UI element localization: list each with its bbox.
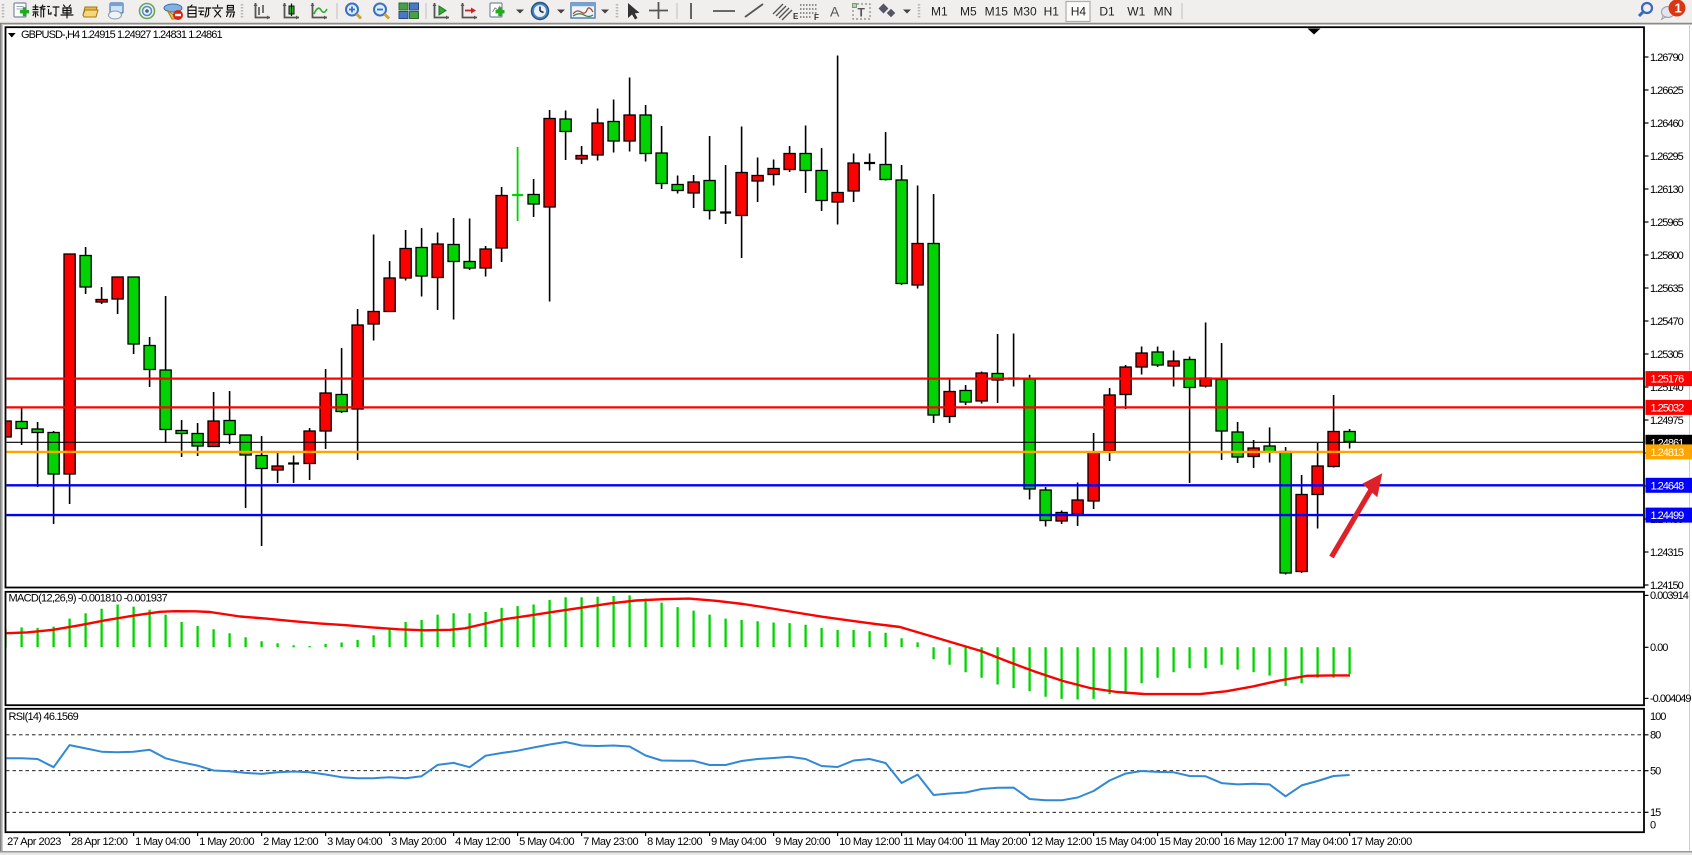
svg-text:W1: W1 [1127, 5, 1145, 19]
svg-text:1.25470: 1.25470 [1650, 316, 1684, 328]
svg-text:F: F [814, 13, 819, 22]
svg-text:1.26790: 1.26790 [1650, 52, 1684, 64]
svg-text:1.26625: 1.26625 [1650, 85, 1684, 97]
svg-text:M15: M15 [985, 5, 1009, 19]
svg-text:-0.004049: -0.004049 [1650, 693, 1691, 705]
svg-text:28 Apr 12:00: 28 Apr 12:00 [71, 836, 128, 848]
svg-text:H1: H1 [1044, 5, 1060, 19]
svg-text:1.25032: 1.25032 [1651, 402, 1685, 414]
svg-text:MN: MN [1154, 5, 1173, 19]
svg-text:1.25635: 1.25635 [1650, 283, 1684, 295]
svg-text:M5: M5 [960, 5, 977, 19]
svg-text:7 May 23:00: 7 May 23:00 [583, 836, 638, 848]
svg-text:3 May 04:00: 3 May 04:00 [327, 836, 382, 848]
svg-text:H4: H4 [1071, 5, 1087, 19]
svg-text:4 May 12:00: 4 May 12:00 [455, 836, 510, 848]
svg-text:17 May 04:00: 17 May 04:00 [1287, 836, 1348, 848]
svg-text:15: 15 [1650, 807, 1661, 819]
svg-text:1: 1 [1675, 1, 1682, 16]
svg-text:MACD(12,26,9) -0.001810 -0.001: MACD(12,26,9) -0.001810 -0.001937 [9, 592, 168, 604]
svg-text:1.25176: 1.25176 [1651, 374, 1685, 386]
svg-text:100: 100 [1650, 711, 1666, 723]
svg-text:A: A [830, 4, 840, 20]
svg-text:1.26460: 1.26460 [1650, 118, 1684, 130]
svg-text:3 May 20:00: 3 May 20:00 [391, 836, 446, 848]
svg-text:1.24813: 1.24813 [1651, 447, 1685, 459]
svg-text:80: 80 [1650, 730, 1661, 742]
svg-text:16 May 12:00: 16 May 12:00 [1223, 836, 1284, 848]
svg-text:0.003914: 0.003914 [1650, 590, 1689, 602]
svg-text:1.26295: 1.26295 [1650, 151, 1684, 163]
svg-text:50: 50 [1650, 766, 1661, 778]
svg-text:11 May 20:00: 11 May 20:00 [967, 836, 1027, 848]
svg-text:1.25305: 1.25305 [1650, 349, 1684, 361]
svg-text:D1: D1 [1099, 5, 1115, 19]
svg-text:11 May 04:00: 11 May 04:00 [903, 836, 963, 848]
svg-text:1.25800: 1.25800 [1650, 250, 1684, 262]
svg-text:1.24648: 1.24648 [1651, 480, 1685, 492]
svg-text:GBPUSD-,H4 1.24915 1.24927 1.: GBPUSD-,H4 1.24915 1.24927 1.24831 1.248… [21, 29, 222, 41]
svg-text:1.24315: 1.24315 [1650, 547, 1684, 559]
svg-text:M1: M1 [931, 5, 948, 19]
svg-text:15 May 04:00: 15 May 04:00 [1095, 836, 1156, 848]
svg-text:8 May 12:00: 8 May 12:00 [647, 836, 702, 848]
svg-text:9 May 04:00: 9 May 04:00 [711, 836, 766, 848]
svg-text:12 May 12:00: 12 May 12:00 [1031, 836, 1092, 848]
svg-text:T: T [858, 6, 866, 20]
svg-text:0.00: 0.00 [1650, 642, 1668, 654]
svg-text:1.26130: 1.26130 [1650, 184, 1684, 196]
svg-text:0: 0 [1650, 819, 1656, 831]
svg-text:1.24150: 1.24150 [1650, 580, 1684, 592]
svg-text:1 May 20:00: 1 May 20:00 [199, 836, 254, 848]
svg-text:9 May 20:00: 9 May 20:00 [775, 836, 830, 848]
svg-text:RSI(14) 46.1569: RSI(14) 46.1569 [9, 711, 79, 723]
svg-text:1 May 04:00: 1 May 04:00 [135, 836, 190, 848]
svg-text:1.24499: 1.24499 [1651, 510, 1685, 522]
svg-text:1.25965: 1.25965 [1650, 217, 1684, 229]
svg-text:2 May 12:00: 2 May 12:00 [263, 836, 318, 848]
svg-text:1.24975: 1.24975 [1650, 415, 1684, 427]
svg-text:M30: M30 [1013, 5, 1037, 19]
svg-text:10 May 12:00: 10 May 12:00 [839, 836, 900, 848]
svg-text:27 Apr 2023: 27 Apr 2023 [7, 836, 61, 848]
svg-text:5 May 04:00: 5 May 04:00 [519, 836, 574, 848]
svg-text:17 May 20:00: 17 May 20:00 [1351, 836, 1412, 848]
svg-text:E: E [793, 12, 799, 21]
svg-text:15 May 20:00: 15 May 20:00 [1159, 836, 1220, 848]
